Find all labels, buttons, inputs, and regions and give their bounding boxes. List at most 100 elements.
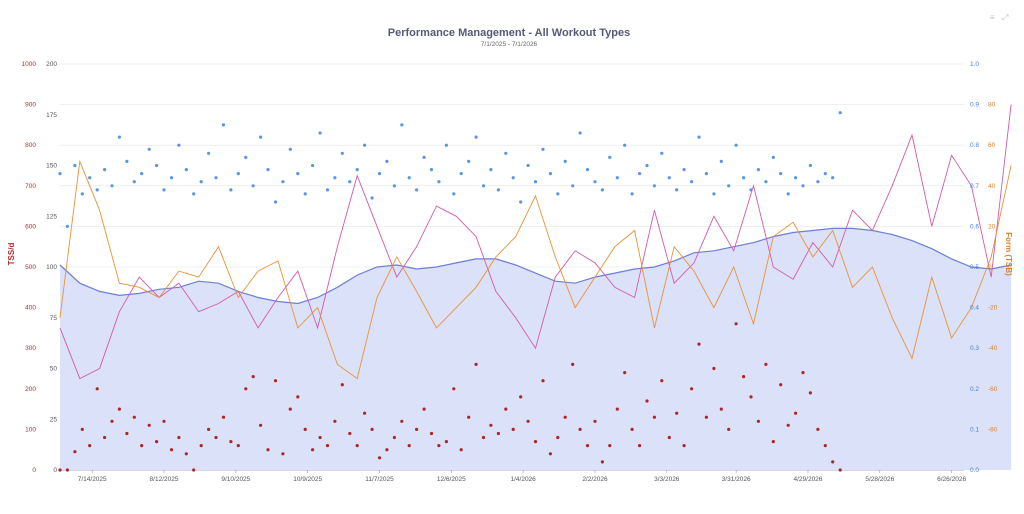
- if-point: [199, 180, 203, 184]
- if-point: [474, 135, 478, 139]
- x-tick-label: 10/9/2025: [293, 476, 322, 483]
- if-point: [489, 168, 493, 172]
- if-point: [623, 143, 627, 147]
- dots-layer: [58, 111, 842, 472]
- x-tick-label: 9/10/2025: [221, 476, 250, 483]
- if-point: [370, 196, 374, 200]
- tss-point: [541, 379, 545, 383]
- tss-point: [690, 387, 694, 391]
- if-point: [541, 147, 545, 151]
- tss-point: [452, 387, 456, 391]
- tss-point: [652, 415, 657, 419]
- if-point: [697, 135, 701, 139]
- if-point: [838, 111, 842, 115]
- if-point: [155, 163, 159, 168]
- if-point: [615, 176, 619, 180]
- if-point: [771, 155, 775, 159]
- if-point: [192, 192, 196, 196]
- tss-point: [288, 407, 292, 411]
- tss-point: [600, 460, 605, 464]
- tss-point: [749, 395, 753, 399]
- tss-point: [281, 452, 285, 456]
- if-point: [429, 168, 434, 172]
- tss-point: [556, 435, 560, 440]
- tss-tick-label: 700: [25, 183, 36, 190]
- tss-point: [571, 362, 575, 366]
- fitness-layer: [59, 227, 1012, 470]
- if-point: [377, 172, 382, 176]
- form-tick-label: 60: [988, 142, 996, 149]
- tss-point: [548, 452, 553, 456]
- if-point: [214, 176, 218, 180]
- tss-point: [645, 399, 649, 403]
- x-tick-label: 1/4/2026: [510, 476, 536, 483]
- if-point: [749, 188, 753, 192]
- tss-point: [95, 387, 99, 391]
- fitness-tick-label: 25: [50, 416, 58, 423]
- if-point: [207, 151, 211, 155]
- tss-point: [318, 435, 322, 440]
- if-point: [638, 172, 642, 176]
- tss-point: [615, 407, 619, 411]
- tss-point: [325, 444, 330, 448]
- tss-point: [682, 444, 686, 448]
- tss-point: [704, 415, 709, 419]
- tss-point: [533, 440, 538, 444]
- expand-icon[interactable]: ⤢: [1002, 13, 1009, 22]
- menu-icon[interactable]: ≡: [990, 13, 995, 22]
- tss-point: [816, 427, 820, 431]
- tss-point: [199, 444, 203, 448]
- if-point: [244, 155, 248, 159]
- tss-point: [407, 444, 411, 448]
- form-tick-label: 80: [988, 102, 996, 109]
- if-point: [318, 131, 322, 135]
- tss-point: [192, 468, 196, 472]
- fitness-tick-label: 125: [46, 213, 57, 220]
- tss-axis-label: TSS/d: [7, 243, 16, 266]
- if-point: [147, 147, 151, 151]
- if-point: [667, 176, 671, 180]
- if-point: [556, 192, 560, 196]
- tss-point: [177, 435, 181, 440]
- if-point: [363, 143, 367, 147]
- tss-point: [415, 427, 419, 431]
- tss-point: [593, 419, 597, 423]
- tss-point: [675, 411, 679, 415]
- tss-point: [823, 444, 827, 448]
- if-point: [221, 123, 226, 127]
- if-point: [400, 123, 404, 127]
- if-point: [816, 180, 820, 184]
- chart-subtitle: 7/1/2025 - 7/1/2026: [481, 41, 538, 48]
- tss-point: [80, 427, 84, 431]
- if-tick-label: 0.7: [970, 183, 979, 190]
- if-point: [660, 151, 664, 155]
- tss-point: [244, 387, 248, 391]
- tss-point: [474, 362, 478, 366]
- if-point: [764, 180, 768, 184]
- tss-point: [444, 440, 448, 444]
- fitness-tick-label: 75: [50, 315, 58, 322]
- tss-point: [712, 366, 716, 371]
- if-point: [58, 172, 62, 176]
- if-point: [65, 224, 69, 228]
- if-point: [719, 159, 723, 163]
- if-point: [578, 131, 582, 135]
- tss-point: [103, 435, 107, 440]
- tss-point: [496, 431, 500, 436]
- tss-point: [526, 419, 530, 423]
- tss-point: [348, 431, 352, 436]
- if-point: [340, 151, 344, 155]
- if-point: [504, 151, 508, 155]
- if-tick-label: 0.8: [970, 142, 979, 149]
- if-point: [459, 172, 463, 176]
- tss-tick-label: 400: [25, 305, 36, 312]
- if-point: [229, 188, 233, 192]
- tss-point: [437, 444, 441, 448]
- x-tick-label: 3/3/2026: [654, 476, 680, 483]
- tss-point: [221, 415, 226, 419]
- if-point: [481, 184, 486, 188]
- if-point: [630, 192, 634, 196]
- if-point: [140, 172, 144, 176]
- tss-tick-label: 100: [25, 426, 36, 433]
